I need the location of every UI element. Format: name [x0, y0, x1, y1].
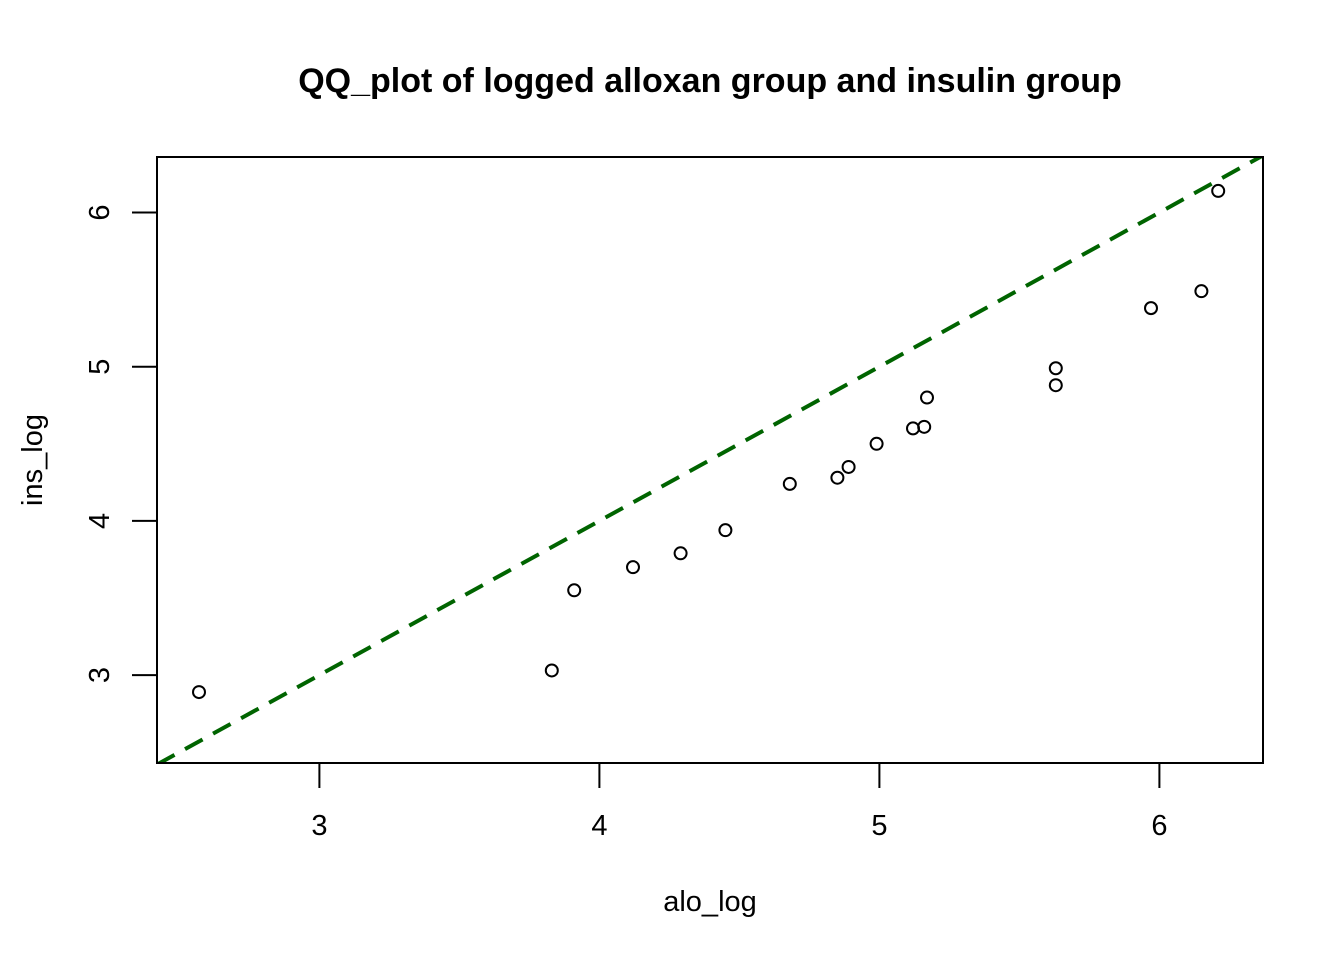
x-axis-label: alo_log	[663, 886, 757, 918]
x-tick-label: 3	[311, 810, 327, 842]
reference-line	[157, 157, 1263, 763]
plot-area	[157, 157, 1263, 763]
y-tick-label: 5	[84, 359, 116, 375]
data-point	[920, 390, 934, 405]
data-point	[567, 583, 582, 598]
data-point	[830, 470, 845, 485]
y-tick-label: 3	[84, 667, 116, 683]
y-tick-label: 6	[84, 204, 116, 220]
plot-frame	[156, 156, 1264, 764]
x-tick-label: 4	[591, 810, 607, 842]
data-point	[1048, 361, 1063, 376]
data-point	[917, 419, 932, 434]
data-point	[626, 560, 640, 575]
data-point	[544, 663, 559, 678]
data-point	[869, 436, 884, 451]
x-axis: 3 4 5 6	[311, 763, 1167, 842]
y-axis: 3 4 5 6	[84, 204, 157, 683]
x-tick-label: 5	[871, 810, 887, 842]
data-point	[1211, 183, 1226, 198]
data-point	[782, 476, 797, 491]
data-point	[192, 685, 206, 700]
data-point	[1144, 301, 1158, 316]
data-point	[718, 523, 733, 538]
y-tick-label: 4	[84, 513, 116, 529]
data-point	[673, 546, 688, 561]
data-point	[1048, 378, 1063, 393]
data-point	[906, 421, 920, 436]
x-tick-label: 6	[1151, 810, 1167, 842]
y-axis-label: ins_log	[17, 414, 49, 506]
data-point	[841, 459, 856, 474]
data-point	[1194, 284, 1209, 299]
chart-title: QQ_plot of logged alloxan group and insu…	[298, 62, 1122, 100]
